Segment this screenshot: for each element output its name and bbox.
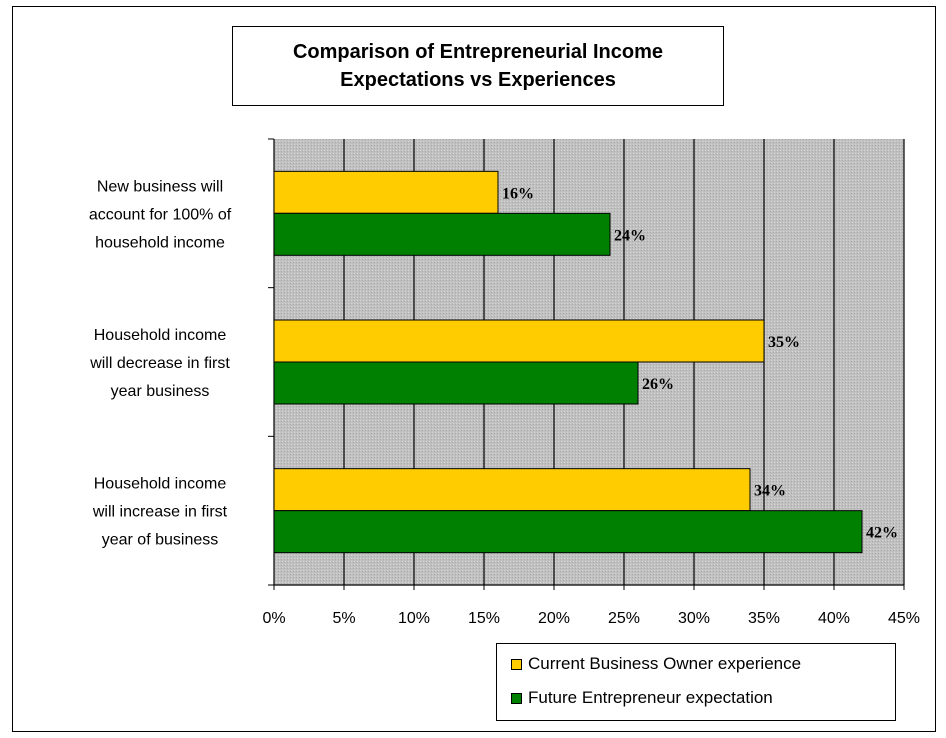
legend-label-future-entrepreneur: Future Entrepreneur expectation bbox=[528, 688, 773, 707]
category-label: will increase in first bbox=[92, 504, 228, 521]
data-label: 24% bbox=[614, 227, 646, 244]
category-label: household income bbox=[95, 234, 225, 251]
x-tick-label: 10% bbox=[398, 610, 430, 627]
x-tick-label: 0% bbox=[262, 610, 285, 627]
category-label: will decrease in first bbox=[89, 355, 230, 372]
x-tick-label: 45% bbox=[888, 610, 920, 627]
category-label: Household income bbox=[94, 476, 227, 493]
legend-item-future-entrepreneur: Future Entrepreneur expectation bbox=[511, 688, 773, 708]
bar-current-owner bbox=[273, 170, 499, 214]
category-label: Household income bbox=[94, 327, 227, 344]
data-label: 42% bbox=[866, 525, 898, 542]
category-label: account for 100% of bbox=[89, 206, 232, 223]
x-tick-label: 40% bbox=[818, 610, 850, 627]
bar-current-owner bbox=[273, 468, 751, 512]
legend-swatch-current-owner bbox=[511, 658, 522, 670]
data-label: 16% bbox=[502, 185, 534, 202]
chart-title: Comparison of Entrepreneurial Income Exp… bbox=[292, 41, 664, 91]
x-tick-label: 5% bbox=[332, 610, 355, 627]
x-tick-label: 35% bbox=[748, 610, 780, 627]
bar-future-entrepreneur bbox=[273, 361, 639, 405]
x-tick-label: 20% bbox=[538, 610, 570, 627]
x-tick-label: 15% bbox=[468, 610, 500, 627]
data-label: 34% bbox=[754, 483, 786, 500]
bar-future-entrepreneur bbox=[273, 212, 611, 256]
bar-current-owner bbox=[273, 319, 765, 363]
legend: Current Business Owner experience Future… bbox=[496, 643, 896, 721]
data-label: 26% bbox=[642, 376, 674, 393]
bar-future-entrepreneur bbox=[273, 510, 863, 554]
category-label: year of business bbox=[102, 532, 219, 549]
chart-title-box: Comparison of Entrepreneurial Income Exp… bbox=[232, 26, 724, 106]
legend-item-current-owner: Current Business Owner experience bbox=[511, 654, 801, 674]
category-label: year business bbox=[111, 383, 210, 400]
legend-label-current-owner: Current Business Owner experience bbox=[528, 654, 802, 673]
x-tick-label: 30% bbox=[678, 610, 710, 627]
legend-swatch-future-entrepreneur bbox=[511, 692, 522, 704]
x-tick-label: 25% bbox=[608, 610, 640, 627]
data-label: 35% bbox=[768, 334, 800, 351]
category-label: New business will bbox=[97, 178, 223, 195]
